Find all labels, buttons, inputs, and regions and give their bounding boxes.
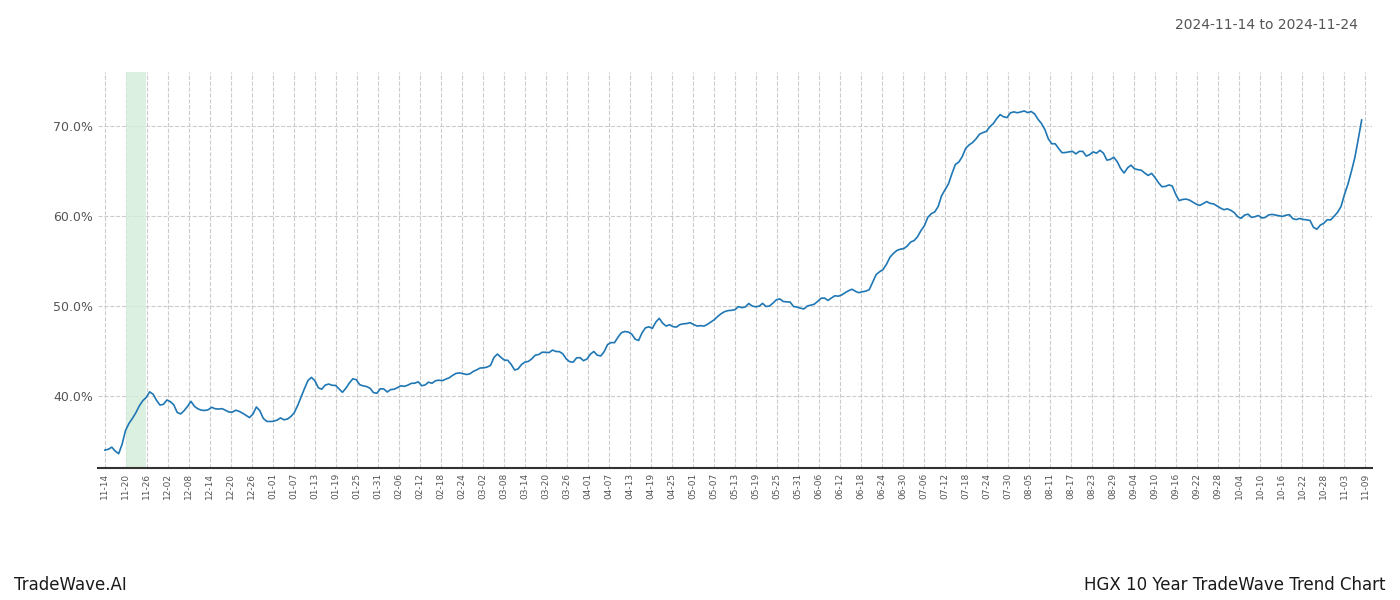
Bar (126, 72, 146, 468)
Text: HGX 10 Year TradeWave Trend Chart: HGX 10 Year TradeWave Trend Chart (1085, 576, 1386, 594)
Text: TradeWave.AI: TradeWave.AI (14, 576, 127, 594)
Text: 2024-11-14 to 2024-11-24: 2024-11-14 to 2024-11-24 (1175, 18, 1358, 32)
